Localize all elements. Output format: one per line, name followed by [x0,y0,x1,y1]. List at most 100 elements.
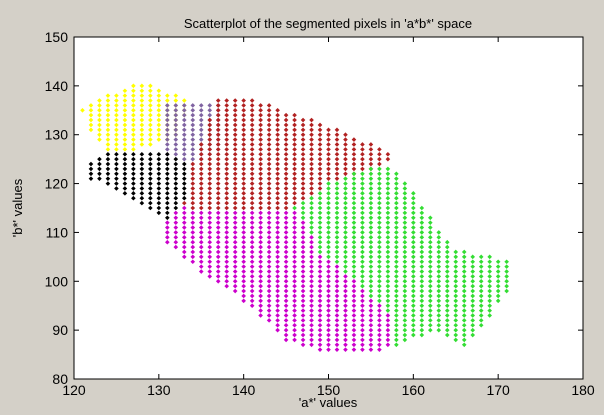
data-point [309,342,314,348]
data-point [207,117,213,123]
data-point [360,313,365,318]
data-point [326,288,331,294]
data-point [309,142,314,147]
data-point [275,308,280,313]
data-point [343,225,348,230]
data-point [207,103,213,108]
data-point [190,200,196,206]
data-point [224,205,229,211]
data-point [275,269,280,274]
data-point [241,156,246,162]
data-point [309,186,314,191]
data-point [300,186,306,191]
data-point [292,235,297,240]
data-point [292,298,297,304]
data-point [411,259,416,265]
data-point [394,235,399,240]
data-point [198,151,204,157]
data-point [181,171,187,177]
data-point [258,200,263,206]
data-point [495,298,501,304]
data-point [266,186,272,191]
data-point [360,200,365,206]
data-point [385,288,391,294]
data-point [173,142,179,147]
data-point [266,249,272,255]
data-point [241,225,246,230]
data-point [495,264,501,269]
data-point [139,161,145,167]
data-point [419,318,425,323]
data-point [105,161,111,167]
data-point [461,254,467,260]
data-point [334,225,340,230]
data-point [148,142,153,147]
data-point [487,269,492,274]
data-point [461,269,467,274]
data-point [249,161,255,167]
data-point [165,205,170,211]
data-point [317,318,323,323]
data-point [394,327,399,333]
data-point [343,151,348,157]
data-point [343,156,348,162]
data-point [326,166,331,172]
data-point [114,176,119,181]
data-point [173,107,179,113]
data-point [275,283,280,289]
data-point [360,156,365,162]
data-point [360,259,365,265]
data-point [80,107,85,113]
x-tick-label: 160 [402,382,426,398]
data-point [165,122,170,128]
data-point [190,103,196,108]
data-point [275,205,280,211]
data-point [232,269,238,274]
data-point [249,107,255,113]
data-point [394,230,399,235]
data-point [487,274,492,279]
data-point [402,337,408,343]
data-point [275,244,280,250]
data-point [377,181,382,186]
data-point [394,332,399,338]
data-point [232,171,238,177]
data-point [173,98,179,103]
data-point [360,288,365,294]
data-point [181,244,187,250]
data-point [165,166,170,172]
data-point [394,308,399,313]
data-point [266,166,272,172]
data-point [215,112,221,118]
data-point [198,161,204,167]
data-point [317,166,323,172]
data-point [266,230,272,235]
data-point [215,249,221,255]
data-point [351,142,357,147]
data-point [114,147,119,152]
data-point [215,191,221,196]
data-point [173,235,179,240]
data-point [266,269,272,274]
data-point [215,195,221,201]
data-point [402,225,408,230]
data-point [478,308,484,313]
data-point [105,132,111,138]
data-point [300,191,306,196]
data-point [300,288,306,294]
data-point [292,278,297,284]
data-point [402,230,408,235]
data-point [343,298,348,304]
data-point [215,98,221,103]
data-point [377,244,382,250]
data-point [292,318,297,323]
data-point [351,239,357,245]
data-point [131,122,136,128]
data-point [334,147,340,152]
data-point [258,239,263,245]
data-point [309,132,314,138]
data-point [309,288,314,294]
data-point [334,181,340,186]
data-point [241,132,246,138]
data-point [207,107,213,113]
